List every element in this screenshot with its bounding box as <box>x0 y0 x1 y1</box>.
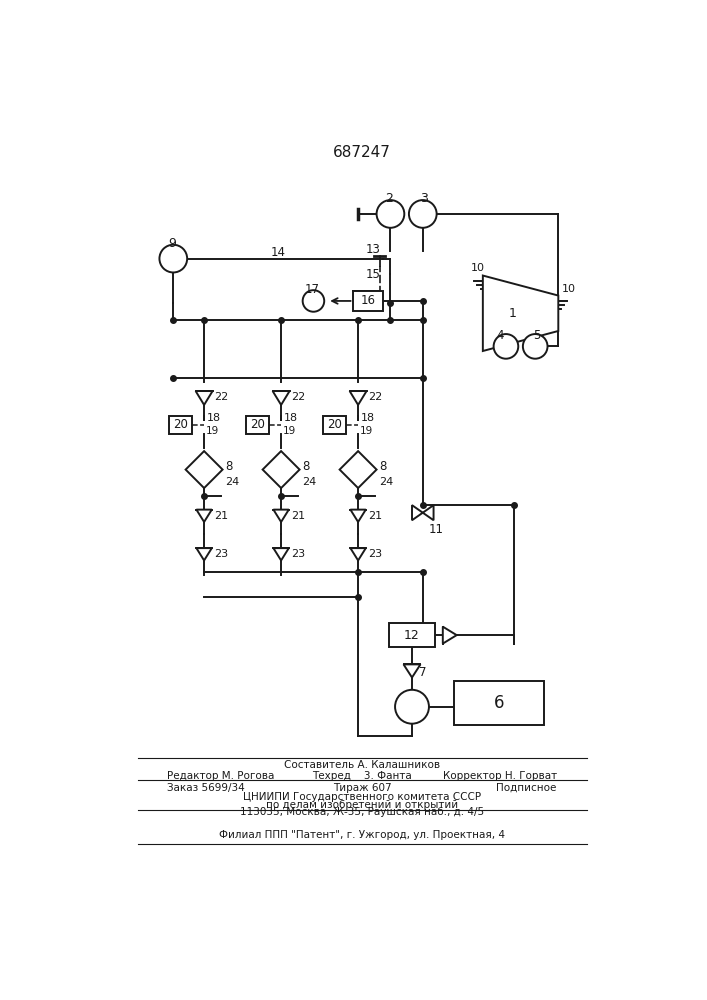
Text: по делам изобретений и открытий: по делам изобретений и открытий <box>266 800 458 810</box>
Text: 2: 2 <box>385 192 393 205</box>
Text: 687247: 687247 <box>333 145 391 160</box>
Text: 18: 18 <box>361 413 375 423</box>
Text: 12: 12 <box>404 629 420 642</box>
Text: 8: 8 <box>225 460 233 473</box>
Polygon shape <box>196 391 213 405</box>
Circle shape <box>395 690 429 724</box>
Polygon shape <box>274 510 288 522</box>
Text: 7: 7 <box>419 666 426 679</box>
Polygon shape <box>483 276 559 351</box>
Text: 21: 21 <box>368 511 382 521</box>
Text: 19: 19 <box>283 426 296 436</box>
Text: 23: 23 <box>214 549 228 559</box>
Text: 20: 20 <box>327 418 341 431</box>
Text: 3: 3 <box>420 192 428 205</box>
Polygon shape <box>351 548 366 560</box>
Bar <box>322 416 346 434</box>
Bar <box>169 416 192 434</box>
Text: Подписное: Подписное <box>496 783 557 793</box>
Polygon shape <box>443 627 457 644</box>
Circle shape <box>493 334 518 359</box>
Text: 8: 8 <box>302 460 309 473</box>
Polygon shape <box>197 510 212 522</box>
Text: 15: 15 <box>366 267 380 280</box>
Polygon shape <box>350 391 366 405</box>
Text: 24: 24 <box>302 477 316 487</box>
Text: 11: 11 <box>429 523 444 536</box>
Text: 19: 19 <box>360 426 373 436</box>
Text: 21: 21 <box>291 511 305 521</box>
Text: 1: 1 <box>509 307 517 320</box>
Polygon shape <box>351 510 366 522</box>
Text: Корректор Н. Горват: Корректор Н. Горват <box>443 771 557 781</box>
Text: 18: 18 <box>207 413 221 423</box>
Polygon shape <box>186 451 223 488</box>
Text: 23: 23 <box>368 549 382 559</box>
Text: 113035, Москва, Ж-35, Раушская наб., д. 4/5: 113035, Москва, Ж-35, Раушская наб., д. … <box>240 807 484 817</box>
Text: 22: 22 <box>368 392 382 402</box>
Text: Составитель А. Калашников: Составитель А. Калашников <box>284 760 440 770</box>
Text: Тираж 607: Тираж 607 <box>332 783 391 793</box>
Text: 21: 21 <box>214 511 228 521</box>
Polygon shape <box>274 548 288 560</box>
Text: Редактор М. Рогова: Редактор М. Рогова <box>167 771 274 781</box>
Text: 20: 20 <box>250 418 264 431</box>
Circle shape <box>160 245 187 272</box>
Text: 9: 9 <box>169 237 177 250</box>
Circle shape <box>409 200 437 228</box>
Polygon shape <box>404 664 421 677</box>
Text: 24: 24 <box>225 477 239 487</box>
Text: 5: 5 <box>533 329 540 342</box>
Circle shape <box>377 200 404 228</box>
Bar <box>389 623 435 647</box>
Text: ЦНИИПИ Государственного комитета СССР: ЦНИИПИ Государственного комитета СССР <box>243 792 481 802</box>
Polygon shape <box>262 451 300 488</box>
Text: 10: 10 <box>472 263 485 273</box>
Text: 6: 6 <box>493 694 504 712</box>
Polygon shape <box>412 505 423 520</box>
Text: 13: 13 <box>366 243 380 256</box>
Circle shape <box>523 334 547 359</box>
Text: 8: 8 <box>379 460 386 473</box>
Text: 20: 20 <box>173 418 187 431</box>
Bar <box>246 416 269 434</box>
Text: 16: 16 <box>361 294 375 307</box>
Text: 22: 22 <box>214 392 228 402</box>
Text: 22: 22 <box>291 392 305 402</box>
Text: Заказ 5699/34: Заказ 5699/34 <box>167 783 245 793</box>
Text: 17: 17 <box>304 283 319 296</box>
Polygon shape <box>273 391 290 405</box>
Text: 24: 24 <box>379 477 393 487</box>
Text: 23: 23 <box>291 549 305 559</box>
Polygon shape <box>339 451 377 488</box>
Text: 18: 18 <box>284 413 298 423</box>
Text: 14: 14 <box>271 246 286 259</box>
Text: 19: 19 <box>206 426 219 436</box>
Text: Техред    3. Фанта: Техред 3. Фанта <box>312 771 411 781</box>
Circle shape <box>303 290 325 312</box>
Bar <box>454 681 544 725</box>
Text: 4: 4 <box>497 329 504 342</box>
Text: Филиал ППП "Патент", г. Ужгород, ул. Проектная, 4: Филиал ППП "Патент", г. Ужгород, ул. Про… <box>219 830 505 840</box>
Text: 10: 10 <box>561 284 575 294</box>
Polygon shape <box>197 548 212 560</box>
Polygon shape <box>423 505 433 520</box>
Bar <box>354 291 382 311</box>
